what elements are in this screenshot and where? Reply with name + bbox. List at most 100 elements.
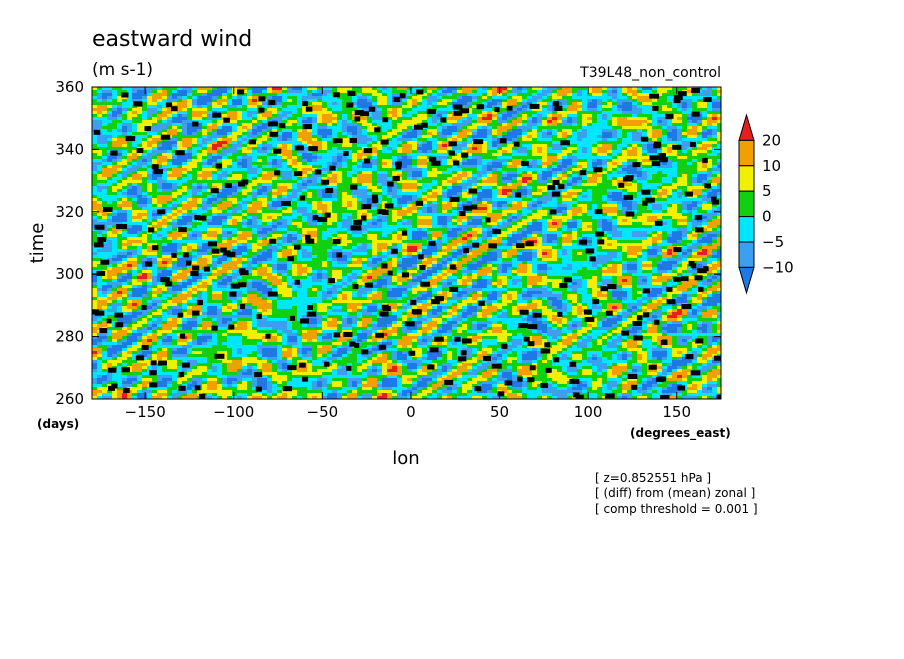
field-cell xyxy=(642,117,648,121)
field-cell xyxy=(462,114,468,118)
field-cell xyxy=(227,141,233,145)
field-cell xyxy=(452,138,458,142)
field-cell xyxy=(642,96,648,100)
field-cell xyxy=(682,174,688,178)
field-cell xyxy=(227,102,233,106)
field-cell xyxy=(237,126,243,130)
field-cell xyxy=(432,105,438,109)
field-cell xyxy=(372,99,378,103)
field-cell xyxy=(392,141,398,145)
field-cell xyxy=(197,90,203,94)
field-cell xyxy=(357,192,363,196)
field-cell xyxy=(627,102,633,106)
field-cell xyxy=(107,198,113,202)
field-cell xyxy=(97,195,103,199)
field-cell xyxy=(652,201,658,205)
field-cell xyxy=(687,156,693,160)
field-cell xyxy=(332,171,338,175)
field-cell xyxy=(92,90,98,94)
field-cell xyxy=(702,147,708,151)
field-cell xyxy=(582,189,588,193)
field-cell xyxy=(222,129,228,133)
field-cell xyxy=(437,177,443,181)
field-cell xyxy=(632,192,638,196)
field-cell xyxy=(692,171,698,175)
field-cell xyxy=(412,204,418,208)
field-cell xyxy=(332,150,338,154)
field-cell xyxy=(692,186,698,190)
field-cell xyxy=(232,126,238,130)
field-cell xyxy=(417,111,423,115)
field-cell xyxy=(182,186,188,190)
field-cell xyxy=(467,138,473,142)
field-cell xyxy=(677,102,683,106)
field-cell xyxy=(207,177,213,181)
field-cell xyxy=(337,147,343,151)
field-cell xyxy=(277,120,283,124)
field-cell xyxy=(442,156,448,160)
field-cell xyxy=(407,195,413,199)
field-cell xyxy=(432,129,438,133)
field-cell xyxy=(132,186,138,190)
field-cell xyxy=(507,123,513,127)
field-cell xyxy=(247,147,253,151)
field-cell xyxy=(387,156,393,160)
field-cell xyxy=(442,177,448,181)
field-cell xyxy=(307,135,313,139)
field-cell xyxy=(302,111,308,115)
field-cell xyxy=(547,183,553,187)
field-cell xyxy=(202,198,208,202)
field-cell xyxy=(642,150,648,154)
field-cell xyxy=(482,132,488,136)
field-cell xyxy=(597,138,603,142)
field-cell xyxy=(522,159,528,163)
field-cell xyxy=(337,174,343,178)
field-cell xyxy=(712,180,718,184)
field-cell xyxy=(92,153,98,157)
field-cell xyxy=(287,186,293,190)
field-cell xyxy=(182,111,188,115)
field-cell xyxy=(162,126,168,130)
field-cell xyxy=(657,186,663,190)
field-cell xyxy=(437,198,443,202)
field-cell xyxy=(372,117,378,121)
field-cell xyxy=(387,144,393,148)
chart-units: (m s-1) xyxy=(92,60,153,80)
field-cell xyxy=(202,201,208,205)
field-cell xyxy=(612,87,618,91)
field-cell xyxy=(432,123,438,127)
field-cell xyxy=(442,87,448,91)
field-cell xyxy=(632,198,638,202)
field-cell xyxy=(572,171,578,175)
field-cell xyxy=(657,102,663,106)
field-cell xyxy=(592,156,598,160)
field-cell xyxy=(247,201,253,205)
field-cell xyxy=(497,180,503,184)
field-cell xyxy=(517,93,523,97)
field-cell xyxy=(107,204,113,208)
field-cell xyxy=(247,198,253,202)
field-cell xyxy=(132,174,138,178)
field-cell xyxy=(102,174,108,178)
field-cell xyxy=(172,159,178,163)
field-cell xyxy=(577,156,583,160)
field-cell xyxy=(512,132,518,136)
field-cell xyxy=(207,90,213,94)
field-cell xyxy=(647,159,653,163)
field-cell xyxy=(472,114,478,118)
field-cell xyxy=(487,186,493,190)
field-cell xyxy=(512,198,518,202)
field-cell xyxy=(337,180,343,184)
field-cell xyxy=(107,171,113,175)
field-cell xyxy=(567,129,573,133)
field-cell xyxy=(162,93,168,97)
field-cell xyxy=(172,93,178,97)
field-cell xyxy=(137,180,143,184)
field-cell xyxy=(652,150,658,154)
field-cell xyxy=(237,201,243,205)
field-cell xyxy=(292,189,298,193)
field-cell xyxy=(347,177,353,181)
field-cell xyxy=(107,183,113,187)
field-cell xyxy=(477,159,483,163)
field-cell xyxy=(462,174,468,178)
